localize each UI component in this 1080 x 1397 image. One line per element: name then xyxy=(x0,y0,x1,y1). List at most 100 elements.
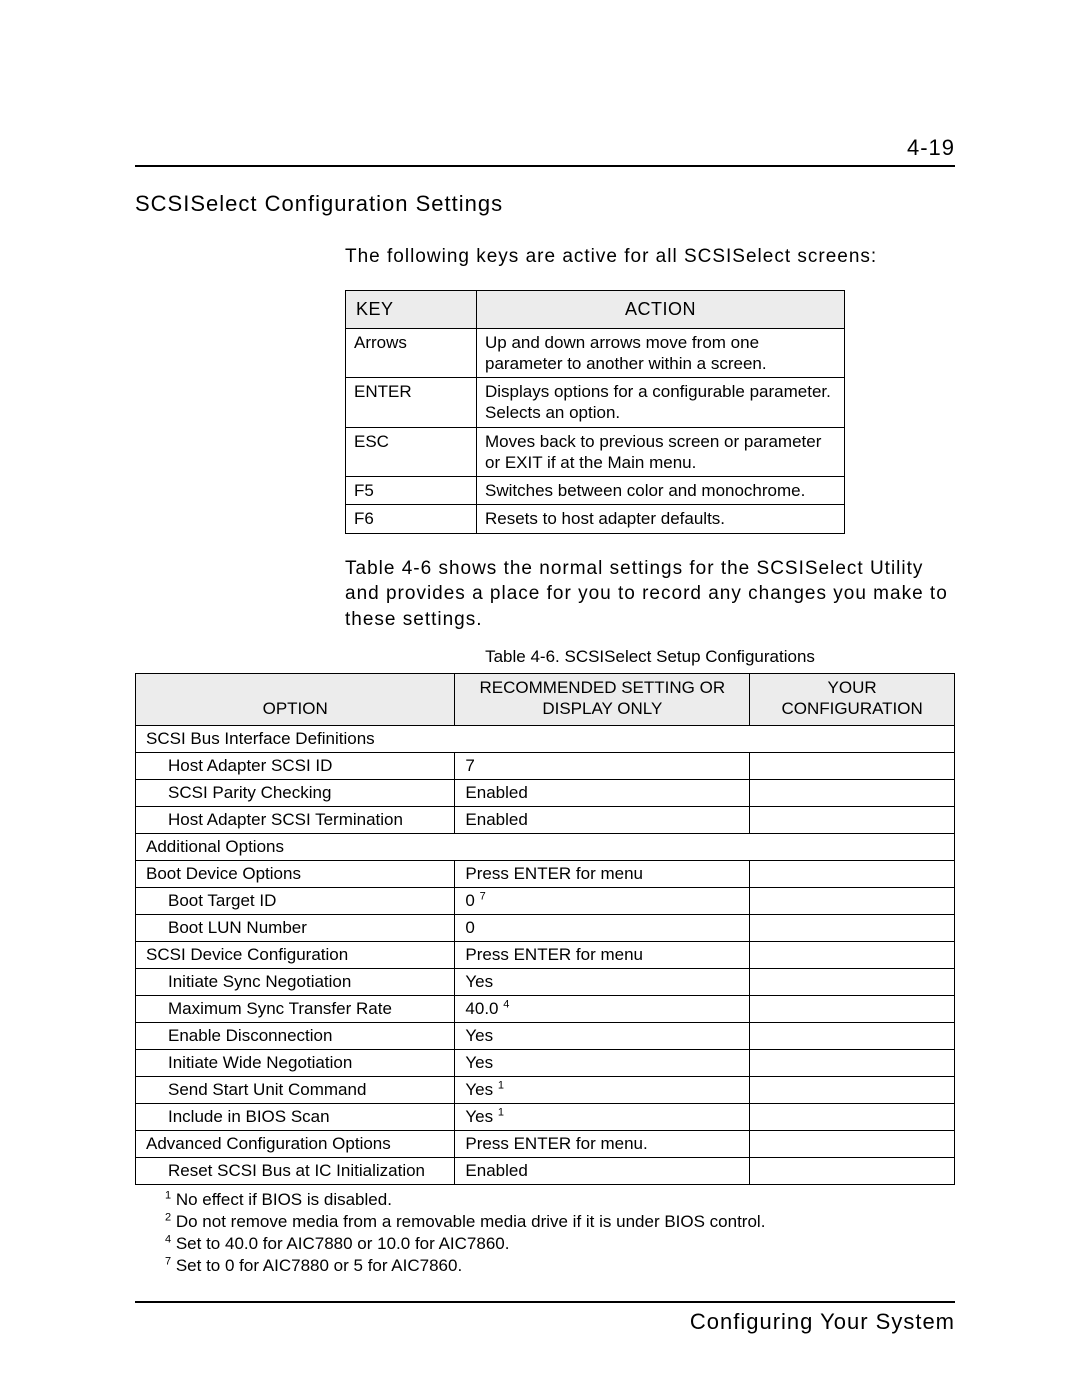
option-cell: Send Start Unit Command xyxy=(136,1077,455,1104)
action-cell: Moves back to previous screen or paramet… xyxy=(477,427,845,477)
option-cell: Boot Device Options xyxy=(136,861,455,888)
mid-paragraph: Table 4-6 shows the normal settings for … xyxy=(345,556,955,633)
footnote-text: Set to 40.0 for AIC7880 or 10.0 for AIC7… xyxy=(171,1234,509,1253)
table-row: Boot Device Options Press ENTER for menu xyxy=(136,861,955,888)
recommended-cell: Yes xyxy=(455,1050,750,1077)
your-config-cell xyxy=(750,942,955,969)
section-header-cell: Additional Options xyxy=(136,834,955,861)
your-config-cell xyxy=(750,1077,955,1104)
table-row: ENTERDisplays options for a configurable… xyxy=(346,378,845,428)
option-cell: Maximum Sync Transfer Rate xyxy=(136,996,455,1023)
your-config-cell xyxy=(750,807,955,834)
recommended-value: Yes xyxy=(465,1080,493,1099)
footnote-ref: 1 xyxy=(498,1107,504,1119)
config-table: OPTION RECOMMENDED SETTING OR DISPLAY ON… xyxy=(135,673,955,1186)
option-cell: Enable Disconnection xyxy=(136,1023,455,1050)
recommended-value: Yes xyxy=(465,1053,493,1072)
config-table-block: OPTION RECOMMENDED SETTING OR DISPLAY ON… xyxy=(135,673,955,1278)
your-config-cell xyxy=(750,1131,955,1158)
intro-text: The following keys are active for all SC… xyxy=(345,245,955,270)
recommended-cell: 0 7 xyxy=(455,888,750,915)
table-row: Send Start Unit CommandYes 1 xyxy=(136,1077,955,1104)
table-row: Enable DisconnectionYes xyxy=(136,1023,955,1050)
recommended-value: Enabled xyxy=(465,783,527,802)
your-config-cell xyxy=(750,780,955,807)
recommended-cell: Press ENTER for menu xyxy=(455,942,750,969)
option-cell: Host Adapter SCSI ID xyxy=(136,753,455,780)
table-row: Maximum Sync Transfer Rate40.0 4 xyxy=(136,996,955,1023)
recommended-cell: Press ENTER for menu. xyxy=(455,1131,750,1158)
table-row: F5Switches between color and monochrome. xyxy=(346,477,845,505)
your-config-cell xyxy=(750,753,955,780)
key-table-body: ArrowsUp and down arrows move from one p… xyxy=(346,328,845,533)
your-config-cell xyxy=(750,1158,955,1185)
table-row: SCSI Bus Interface Definitions xyxy=(136,726,955,753)
footnote: 4 Set to 40.0 for AIC7880 or 10.0 for AI… xyxy=(165,1233,955,1255)
recommended-value: Press ENTER for menu xyxy=(465,864,643,883)
column-header-your-config: YOUR CONFIGURATION xyxy=(750,673,955,726)
footnote: 7 Set to 0 for AIC7880 or 5 for AIC7860. xyxy=(165,1255,955,1277)
action-cell: Displays options for a configurable para… xyxy=(477,378,845,428)
key-cell: ESC xyxy=(346,427,477,477)
recommended-value: Press ENTER for menu xyxy=(465,945,643,964)
your-config-cell xyxy=(750,1104,955,1131)
recommended-cell: 40.0 4 xyxy=(455,996,750,1023)
section-title: SCSISelect Configuration Settings xyxy=(135,191,955,217)
key-cell: F5 xyxy=(346,477,477,505)
table-row: Host Adapter SCSI TerminationEnabled xyxy=(136,807,955,834)
table-row: SCSI Device Configuration Press ENTER for… xyxy=(136,942,955,969)
recommended-value: 0 xyxy=(465,891,474,910)
your-config-cell xyxy=(750,996,955,1023)
footnote-text: Do not remove media from a removable med… xyxy=(171,1212,765,1231)
table-row: Host Adapter SCSI ID 7 xyxy=(136,753,955,780)
recommended-cell: 0 xyxy=(455,915,750,942)
recommended-cell: Yes xyxy=(455,1023,750,1050)
section-header-cell: SCSI Bus Interface Definitions xyxy=(136,726,955,753)
table-row: Initiate Wide NegotiationYes xyxy=(136,1050,955,1077)
your-config-cell xyxy=(750,861,955,888)
recommended-cell: Enabled xyxy=(455,807,750,834)
recommended-cell: Yes xyxy=(455,969,750,996)
recommended-cell: Yes 1 xyxy=(455,1077,750,1104)
column-header-key: KEY xyxy=(346,290,477,328)
column-header-recommended: RECOMMENDED SETTING OR DISPLAY ONLY xyxy=(455,673,750,726)
option-cell: Reset SCSI Bus at IC Initialization xyxy=(136,1158,455,1185)
footnote-ref: 1 xyxy=(498,1080,504,1092)
option-cell: SCSI Device Configuration xyxy=(136,942,455,969)
option-cell: Include in BIOS Scan xyxy=(136,1104,455,1131)
table-row: ArrowsUp and down arrows move from one p… xyxy=(346,328,845,378)
bottom-horizontal-rule xyxy=(135,1301,955,1303)
table-row: Additional Options xyxy=(136,834,955,861)
table-row: Advanced Configuration OptionsPress ENTE… xyxy=(136,1131,955,1158)
recommended-value: Enabled xyxy=(465,810,527,829)
recommended-value: Yes xyxy=(465,972,493,991)
option-cell: Boot LUN Number xyxy=(136,915,455,942)
table-header-row: KEY ACTION xyxy=(346,290,845,328)
recommended-cell: Press ENTER for menu xyxy=(455,861,750,888)
table-row: Boot LUN Number0 xyxy=(136,915,955,942)
recommended-cell: Enabled xyxy=(455,780,750,807)
your-config-cell xyxy=(750,888,955,915)
table-caption: Table 4-6. SCSISelect Setup Configuratio… xyxy=(345,647,955,667)
key-cell: F6 xyxy=(346,505,477,533)
column-header-option: OPTION xyxy=(136,673,455,726)
table-row: SCSI Parity CheckingEnabled xyxy=(136,780,955,807)
key-cell: ENTER xyxy=(346,378,477,428)
recommended-value: 7 xyxy=(465,756,474,775)
your-config-cell xyxy=(750,1050,955,1077)
footnote-ref: 7 xyxy=(480,891,486,903)
footnote-ref: 4 xyxy=(503,999,509,1011)
table-row: Reset SCSI Bus at IC InitializationEnabl… xyxy=(136,1158,955,1185)
footer-chapter-title: Configuring Your System xyxy=(135,1309,955,1335)
table-row: Include in BIOS ScanYes 1 xyxy=(136,1104,955,1131)
table-row: ESCMoves back to previous screen or para… xyxy=(346,427,845,477)
table-row: Boot Target ID0 7 xyxy=(136,888,955,915)
recommended-value: 40.0 xyxy=(465,999,498,1018)
recommended-cell: 7 xyxy=(455,753,750,780)
page-number: 4-19 xyxy=(135,135,955,161)
recommended-cell: Yes 1 xyxy=(455,1104,750,1131)
action-cell: Up and down arrows move from one paramet… xyxy=(477,328,845,378)
option-cell: Initiate Sync Negotiation xyxy=(136,969,455,996)
config-table-body: SCSI Bus Interface DefinitionsHost Adapt… xyxy=(136,726,955,1185)
table-header-row: OPTION RECOMMENDED SETTING OR DISPLAY ON… xyxy=(136,673,955,726)
